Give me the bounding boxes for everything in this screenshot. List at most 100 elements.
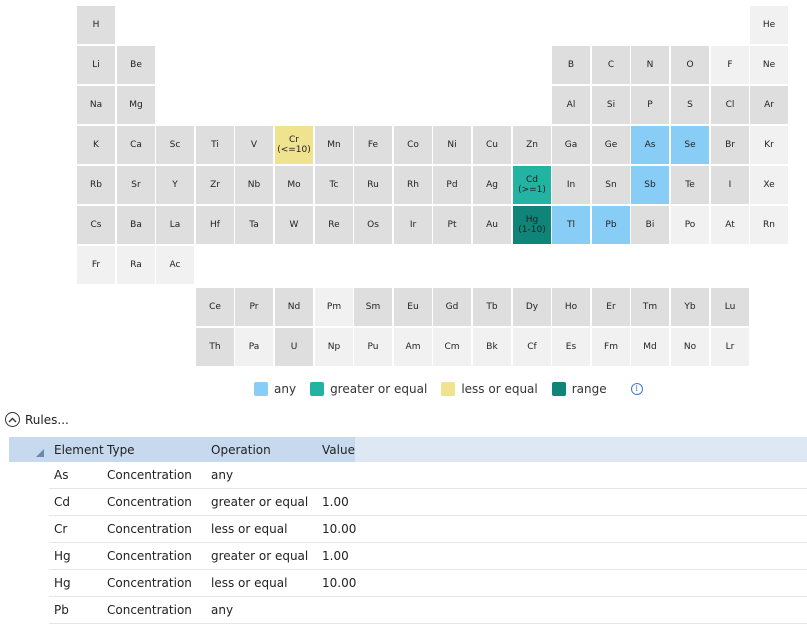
- element-cell-dy[interactable]: Dy: [513, 288, 551, 326]
- element-cell-lr[interactable]: Lr: [711, 328, 749, 366]
- element-cell-k[interactable]: K: [77, 126, 115, 164]
- element-cell-p[interactable]: P: [631, 86, 669, 124]
- element-cell-te[interactable]: Te: [671, 166, 709, 204]
- element-cell-la[interactable]: La: [156, 206, 194, 244]
- chevron-up-circle-icon[interactable]: [5, 412, 20, 427]
- element-cell-ag[interactable]: Ag: [473, 166, 511, 204]
- element-cell-cd[interactable]: Cd (>=1): [513, 166, 551, 204]
- element-cell-yb[interactable]: Yb: [671, 288, 709, 326]
- element-cell-c[interactable]: C: [592, 46, 630, 84]
- element-cell-xe[interactable]: Xe: [750, 166, 788, 204]
- element-cell-th[interactable]: Th: [196, 328, 234, 366]
- element-cell-kr[interactable]: Kr: [750, 126, 788, 164]
- element-cell-o[interactable]: O: [671, 46, 709, 84]
- legend-item-range[interactable]: range: [551, 382, 607, 396]
- column-header-element[interactable]: Element: [54, 443, 104, 457]
- element-cell-nd[interactable]: Nd: [275, 288, 313, 326]
- element-cell-ca[interactable]: Ca: [117, 126, 155, 164]
- element-cell-rh[interactable]: Rh: [394, 166, 432, 204]
- element-cell-mn[interactable]: Mn: [315, 126, 353, 164]
- element-cell-hf[interactable]: Hf: [196, 206, 234, 244]
- table-row[interactable]: Hg Concentration greater or equal 1.00: [49, 543, 807, 570]
- element-cell-b[interactable]: B: [552, 46, 590, 84]
- table-row[interactable]: As Concentration any: [49, 462, 807, 489]
- element-cell-tl[interactable]: Tl: [552, 206, 590, 244]
- element-cell-sn[interactable]: Sn: [592, 166, 630, 204]
- element-cell-h[interactable]: H: [77, 6, 115, 44]
- element-cell-cu[interactable]: Cu: [473, 126, 511, 164]
- element-cell-cf[interactable]: Cf: [513, 328, 551, 366]
- element-cell-v[interactable]: V: [235, 126, 273, 164]
- element-cell-eu[interactable]: Eu: [394, 288, 432, 326]
- element-cell-be[interactable]: Be: [117, 46, 155, 84]
- element-cell-s[interactable]: S: [671, 86, 709, 124]
- element-cell-mg[interactable]: Mg: [117, 86, 155, 124]
- element-cell-po[interactable]: Po: [671, 206, 709, 244]
- column-header-type[interactable]: Type: [107, 443, 135, 457]
- element-cell-pb[interactable]: Pb: [592, 206, 630, 244]
- element-cell-fe[interactable]: Fe: [354, 126, 392, 164]
- element-cell-re[interactable]: Re: [315, 206, 353, 244]
- element-cell-pa[interactable]: Pa: [235, 328, 273, 366]
- element-cell-pm[interactable]: Pm: [315, 288, 353, 326]
- element-cell-ce[interactable]: Ce: [196, 288, 234, 326]
- element-cell-md[interactable]: Md: [631, 328, 669, 366]
- info-icon[interactable]: i: [630, 383, 643, 395]
- element-cell-tm[interactable]: Tm: [631, 288, 669, 326]
- element-cell-es[interactable]: Es: [552, 328, 590, 366]
- element-cell-rn[interactable]: Rn: [750, 206, 788, 244]
- table-row[interactable]: Pb Concentration any: [49, 597, 807, 624]
- element-cell-ru[interactable]: Ru: [354, 166, 392, 204]
- element-cell-tc[interactable]: Tc: [315, 166, 353, 204]
- element-cell-cl[interactable]: Cl: [711, 86, 749, 124]
- legend-item-any[interactable]: any: [254, 382, 296, 396]
- element-cell-al[interactable]: Al: [552, 86, 590, 124]
- element-cell-ba[interactable]: Ba: [117, 206, 155, 244]
- element-cell-br[interactable]: Br: [711, 126, 749, 164]
- element-cell-os[interactable]: Os: [354, 206, 392, 244]
- element-cell-am[interactable]: Am: [394, 328, 432, 366]
- element-cell-n[interactable]: N: [631, 46, 669, 84]
- element-cell-fm[interactable]: Fm: [592, 328, 630, 366]
- element-cell-w[interactable]: W: [275, 206, 313, 244]
- element-cell-co[interactable]: Co: [394, 126, 432, 164]
- table-row[interactable]: Cr Concentration less or equal 10.00: [49, 516, 807, 543]
- element-cell-er[interactable]: Er: [592, 288, 630, 326]
- element-cell-sm[interactable]: Sm: [354, 288, 392, 326]
- rules-toggle[interactable]: Rules...: [5, 412, 69, 427]
- legend-item-less-or-equal[interactable]: less or equal: [441, 382, 538, 396]
- element-cell-u[interactable]: U: [275, 328, 313, 366]
- element-cell-gd[interactable]: Gd: [433, 288, 471, 326]
- element-cell-ra[interactable]: Ra: [117, 246, 155, 284]
- element-cell-au[interactable]: Au: [473, 206, 511, 244]
- legend-item-greater-or-equal[interactable]: greater or equal: [310, 382, 427, 396]
- table-row[interactable]: Cd Concentration greater or equal 1.00: [49, 489, 807, 516]
- element-cell-se[interactable]: Se: [671, 126, 709, 164]
- element-cell-na[interactable]: Na: [77, 86, 115, 124]
- element-cell-ac[interactable]: Ac: [156, 246, 194, 284]
- element-cell-tb[interactable]: Tb: [473, 288, 511, 326]
- element-cell-ar[interactable]: Ar: [750, 86, 788, 124]
- element-cell-ne[interactable]: Ne: [750, 46, 788, 84]
- element-cell-at[interactable]: At: [711, 206, 749, 244]
- element-cell-cs[interactable]: Cs: [77, 206, 115, 244]
- element-cell-he[interactable]: He: [750, 6, 788, 44]
- element-cell-bi[interactable]: Bi: [631, 206, 669, 244]
- element-cell-sb[interactable]: Sb: [631, 166, 669, 204]
- element-cell-np[interactable]: Np: [315, 328, 353, 366]
- element-cell-ti[interactable]: Ti: [196, 126, 234, 164]
- element-cell-ni[interactable]: Ni: [433, 126, 471, 164]
- table-row[interactable]: Hg Concentration less or equal 10.00: [49, 570, 807, 597]
- element-cell-lu[interactable]: Lu: [711, 288, 749, 326]
- element-cell-zr[interactable]: Zr: [196, 166, 234, 204]
- element-cell-fr[interactable]: Fr: [77, 246, 115, 284]
- element-cell-pu[interactable]: Pu: [354, 328, 392, 366]
- element-cell-ho[interactable]: Ho: [552, 288, 590, 326]
- element-cell-zn[interactable]: Zn: [513, 126, 551, 164]
- element-cell-no[interactable]: No: [671, 328, 709, 366]
- element-cell-as[interactable]: As: [631, 126, 669, 164]
- element-cell-pr[interactable]: Pr: [235, 288, 273, 326]
- sort-indicator-icon[interactable]: [36, 449, 44, 457]
- column-header-operation[interactable]: Operation: [211, 443, 271, 457]
- element-cell-sc[interactable]: Sc: [156, 126, 194, 164]
